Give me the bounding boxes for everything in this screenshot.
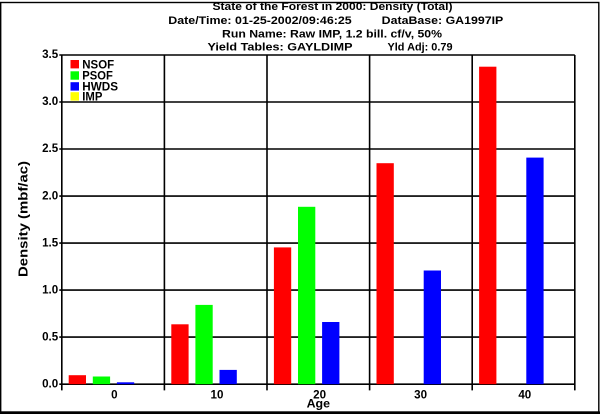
svg-text:0: 0	[111, 389, 117, 402]
svg-text:PSOF: PSOF	[82, 69, 113, 83]
svg-text:30: 30	[414, 389, 427, 402]
svg-text:0.5: 0.5	[42, 330, 59, 343]
svg-text:Run Name: Raw IMP, 1.2 bill. c: Run Name: Raw IMP, 1.2 bill. cf/v, 50%	[222, 28, 442, 40]
svg-text:40: 40	[518, 389, 531, 402]
svg-text:3.0: 3.0	[42, 95, 58, 108]
svg-text:1.5: 1.5	[42, 236, 59, 249]
svg-text:Yield Tables: GAYLDIMP: Yield Tables: GAYLDIMP	[208, 42, 353, 54]
svg-text:Density (mbf/ac): Density (mbf/ac)	[15, 161, 30, 277]
svg-text:2.5: 2.5	[42, 142, 59, 155]
svg-text:NSOF: NSOF	[82, 57, 114, 71]
svg-text:Age: Age	[307, 397, 331, 411]
svg-text:State of the Forest in 2000: D: State of the Forest in 2000: Density (To…	[213, 1, 453, 13]
svg-text:20: 20	[313, 389, 326, 402]
svg-text:2.0: 2.0	[42, 189, 58, 202]
svg-text:Date/Time: 01-25-2002/09:46:25: Date/Time: 01-25-2002/09:46:25	[168, 15, 351, 27]
svg-text:IMP: IMP	[82, 90, 102, 104]
svg-text:0.0: 0.0	[42, 377, 58, 390]
svg-text:Yld Adj: 0.79: Yld Adj: 0.79	[388, 42, 453, 54]
svg-text:HWDS: HWDS	[82, 80, 118, 94]
svg-text:1.0: 1.0	[42, 283, 58, 296]
svg-text:DataBase: GA1997IP: DataBase: GA1997IP	[382, 15, 504, 27]
svg-text:10: 10	[211, 389, 224, 402]
svg-text:3.5: 3.5	[42, 48, 59, 61]
